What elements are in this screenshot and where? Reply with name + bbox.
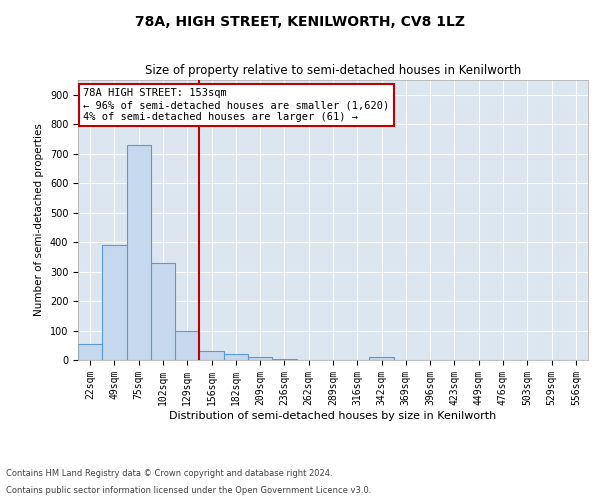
Bar (151, 262, 175, 360)
Bar (370, 357, 394, 360)
Bar (175, 330, 199, 360)
Text: Contains HM Land Registry data © Crown copyright and database right 2024.: Contains HM Land Registry data © Crown c… (6, 468, 332, 477)
Text: 78A HIGH STREET: 153sqm
← 96% of semi-detached houses are smaller (1,620)
4% of : 78A HIGH STREET: 153sqm ← 96% of semi-de… (83, 88, 389, 122)
Bar (224, 354, 248, 360)
Bar (102, 245, 127, 360)
Bar (272, 358, 296, 360)
X-axis label: Distribution of semi-detached houses by size in Kenilworth: Distribution of semi-detached houses by … (169, 410, 497, 420)
Title: Size of property relative to semi-detached houses in Kenilworth: Size of property relative to semi-detach… (145, 64, 521, 78)
Text: Contains public sector information licensed under the Open Government Licence v3: Contains public sector information licen… (6, 486, 371, 495)
Bar (127, 145, 151, 360)
Bar (248, 357, 272, 360)
Bar (199, 351, 224, 360)
Bar (78, 344, 102, 360)
Text: 78A, HIGH STREET, KENILWORTH, CV8 1LZ: 78A, HIGH STREET, KENILWORTH, CV8 1LZ (135, 15, 465, 29)
Y-axis label: Number of semi-detached properties: Number of semi-detached properties (34, 124, 44, 316)
